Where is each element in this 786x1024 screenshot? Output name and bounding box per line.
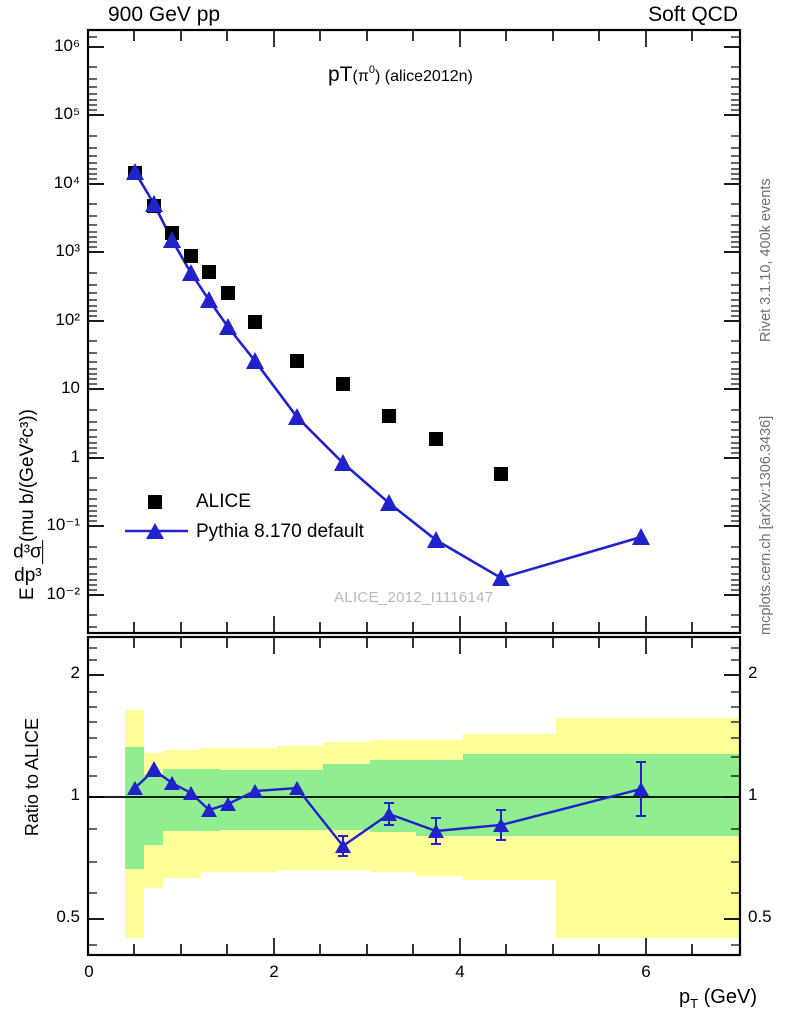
main-ytick-label-1e2: 10² — [55, 310, 80, 329]
ratio-y-major-ticks — [88, 674, 740, 920]
ratio-ytick-label-1-right: 1 — [748, 785, 758, 804]
plot-title-rest: ) (alice2012n) — [375, 68, 473, 85]
main-y-major-ticks — [88, 46, 740, 596]
ratio-ytick-label-05-left: 0.5 — [56, 907, 80, 926]
ratio-x-ticks — [133, 637, 693, 955]
plot-title-pt: pT — [328, 63, 353, 86]
main-ytick-label-1e4: 10⁴ — [53, 173, 80, 192]
ratio-mc-markers — [127, 761, 649, 853]
mc-curve-main — [133, 171, 642, 580]
main-ytick-label-1: 1 — [70, 447, 80, 466]
ratio-ytick-label-1-left: 1 — [70, 785, 80, 804]
xlabel-subscript: T — [690, 996, 699, 1011]
plot-title-superscript: 0 — [368, 64, 376, 76]
header-left: 900 GeV pp — [108, 3, 221, 26]
main-ytick-label-1em2: 10⁻² — [46, 584, 80, 603]
xtick-label-0: 0 — [84, 962, 94, 981]
main-ytick-label-1e5: 10⁵ — [54, 104, 80, 123]
mc-markers-main — [126, 163, 650, 586]
plot-title: pT(π0) (alice2012n) — [328, 63, 473, 87]
legend-label-pythia[interactable]: Pythia 8.170 default — [196, 521, 364, 542]
xtick-label-2: 2 — [269, 962, 279, 981]
x-axis-label: pT (GeV) — [679, 986, 757, 1011]
ratio-ytick-label-2-right: 2 — [748, 663, 758, 682]
ratio-ytick-label-2-left: 2 — [70, 663, 80, 682]
analysis-watermark: ALICE_2012_I1116147 — [334, 589, 494, 606]
ratio-ytick-label-05-right: 0.5 — [748, 907, 772, 926]
ratio-plot-frame — [86, 635, 742, 957]
xlabel-unit: (GeV) — [698, 986, 757, 1008]
main-ytick-label-1em1: 10⁻¹ — [46, 515, 80, 534]
legend-marker-pythia — [125, 523, 188, 539]
alice-markers-main — [128, 166, 508, 481]
main-ytick-label-10: 10 — [61, 378, 80, 397]
xtick-label-4: 4 — [455, 962, 465, 981]
plot-title-paren: (π — [352, 68, 369, 85]
xtick-label-6: 6 — [641, 962, 651, 981]
ratio-y-minor-ticks — [88, 647, 740, 946]
main-ytick-label-1e6: 10⁶ — [54, 36, 80, 55]
header-right: Soft QCD — [648, 3, 738, 26]
main-plot-frame — [86, 28, 742, 635]
xlabel-p: p — [679, 986, 691, 1008]
main-x-ticks — [133, 30, 693, 633]
main-ytick-label-1e3: 10³ — [55, 241, 80, 260]
main-y-minor-ticks — [88, 36, 740, 628]
legend-marker-alice — [148, 495, 162, 509]
legend-label-alice[interactable]: ALICE — [196, 491, 251, 512]
